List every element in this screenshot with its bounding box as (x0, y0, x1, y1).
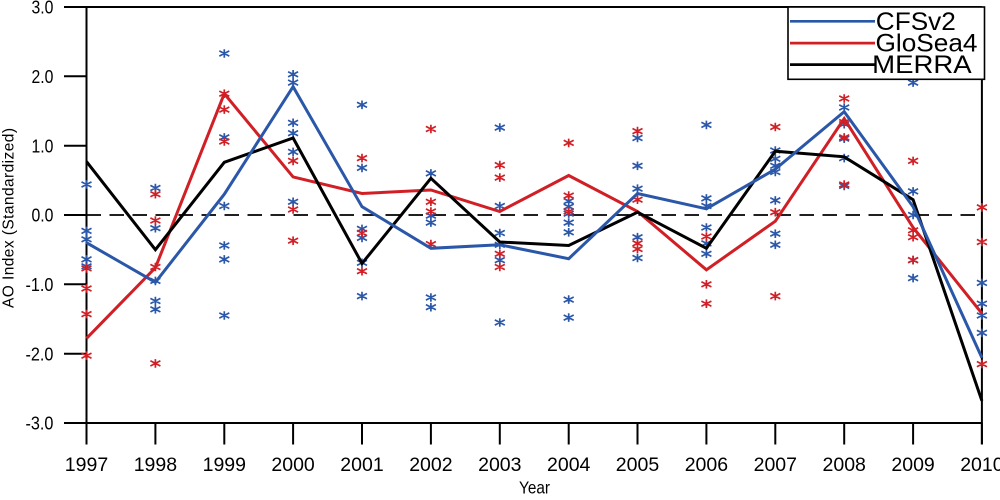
svg-text:1.0: 1.0 (32, 135, 54, 156)
svg-text:2004: 2004 (547, 454, 591, 476)
svg-text:3.0: 3.0 (32, 0, 54, 18)
svg-text:2000: 2000 (271, 454, 315, 476)
svg-text:0.0: 0.0 (32, 205, 54, 226)
svg-text:Year: Year (519, 477, 550, 495)
svg-text:-3.0: -3.0 (26, 413, 54, 434)
svg-text:-2.0: -2.0 (26, 343, 54, 364)
svg-text:2003: 2003 (478, 454, 521, 476)
svg-text:2009: 2009 (891, 454, 934, 476)
svg-text:1998: 1998 (134, 454, 177, 476)
svg-text:2001: 2001 (340, 454, 383, 476)
svg-text:2007: 2007 (754, 454, 797, 476)
svg-text:CFSv2: CFSv2 (876, 9, 956, 36)
svg-text:1997: 1997 (65, 454, 108, 476)
svg-text:GloSea4: GloSea4 (876, 31, 978, 58)
svg-text:1999: 1999 (203, 454, 246, 476)
svg-text:2.0: 2.0 (32, 66, 54, 87)
svg-text:2002: 2002 (409, 454, 452, 476)
svg-text:MERRA: MERRA (872, 52, 972, 79)
svg-text:2008: 2008 (823, 454, 866, 476)
svg-text:-1.0: -1.0 (26, 274, 54, 295)
svg-text:2005: 2005 (616, 454, 660, 476)
svg-text:2010: 2010 (960, 454, 1000, 476)
svg-text:2006: 2006 (685, 454, 728, 476)
svg-text:AO Index (Standardized): AO Index (Standardized) (1, 128, 18, 308)
